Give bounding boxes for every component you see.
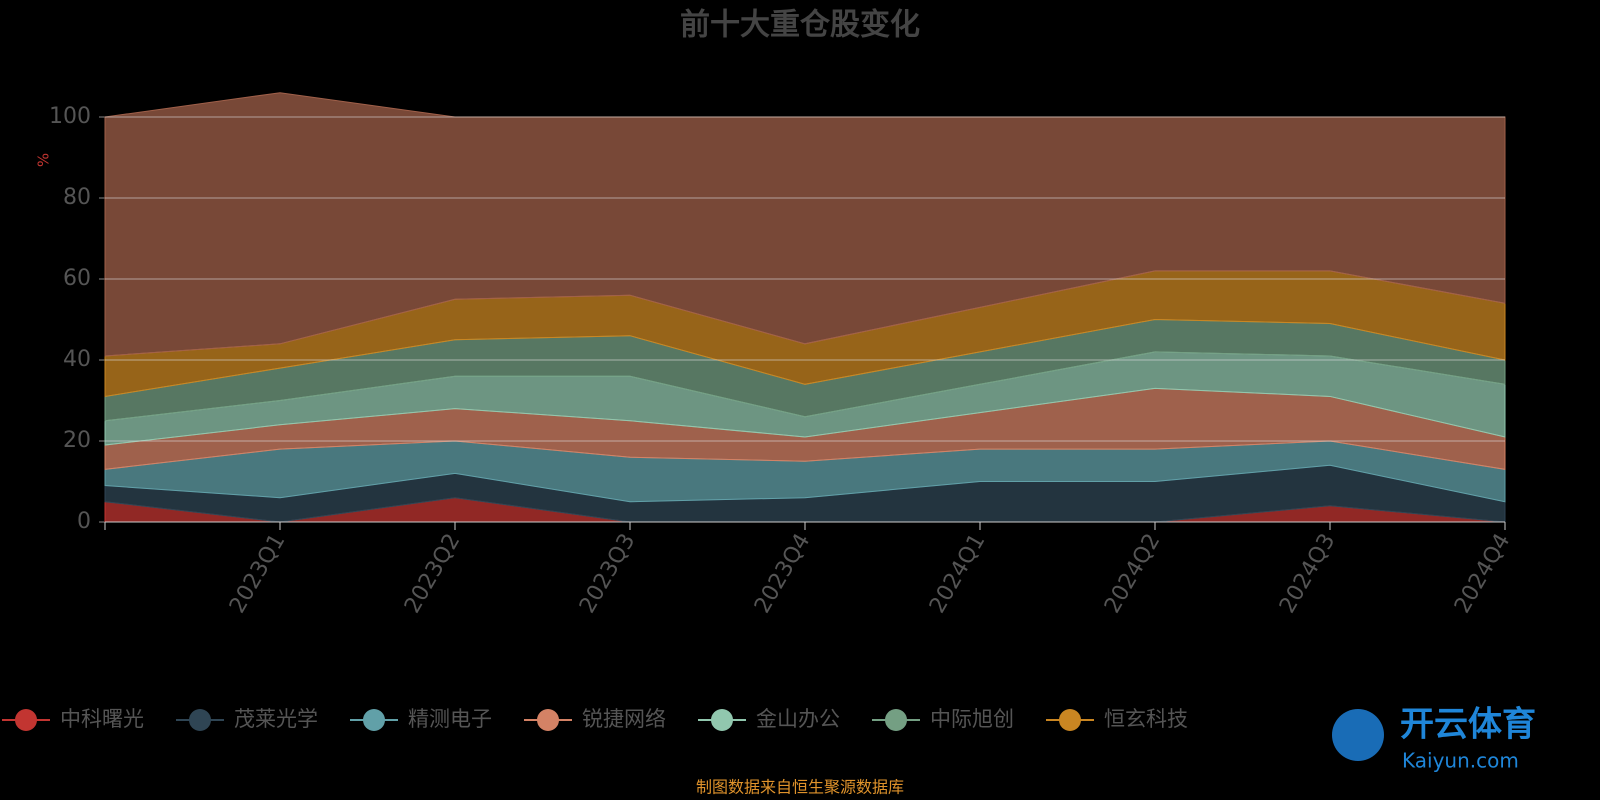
legend-marker: [537, 709, 559, 731]
legend-marker: [885, 709, 907, 731]
chart-title: 前十大重仓股变化: [680, 8, 920, 43]
y-axis-label: %: [35, 153, 53, 167]
watermark-url: Kaiyun.com: [1402, 749, 1519, 773]
legend-label: 精测电子: [408, 707, 492, 731]
legend-marker: [189, 709, 211, 731]
legend-label: 金山办公: [756, 707, 840, 731]
legend-label: 中际旭创: [930, 707, 1014, 731]
legend-label: 恒玄科技: [1104, 707, 1188, 731]
y-tick-label: 100: [49, 104, 91, 129]
legend-marker: [711, 709, 733, 731]
y-tick-label: 0: [77, 509, 91, 534]
legend-marker: [15, 709, 37, 731]
watermark-logo: [1332, 709, 1384, 761]
watermark: 开云体育 Kaiyun.com: [1332, 705, 1536, 773]
legend-marker: [1059, 709, 1081, 731]
legend: 中科曙光 茂莱光学 精测电子 锐捷网络 金山办公 中际旭创 恒玄科技: [2, 707, 1188, 731]
y-tick-label: 80: [63, 185, 91, 210]
legend-label: 锐捷网络: [582, 707, 666, 731]
watermark-brand: 开云体育: [1400, 705, 1536, 745]
y-tick-label: 40: [63, 347, 91, 372]
legend-label: 中科曙光: [60, 707, 144, 731]
legend-marker: [363, 709, 385, 731]
legend-label: 茂莱光学: [234, 707, 318, 731]
y-tick-label: 20: [63, 428, 91, 453]
y-tick-label: 60: [63, 266, 91, 291]
source-note: 制图数据来自恒生聚源数据库: [696, 778, 904, 797]
